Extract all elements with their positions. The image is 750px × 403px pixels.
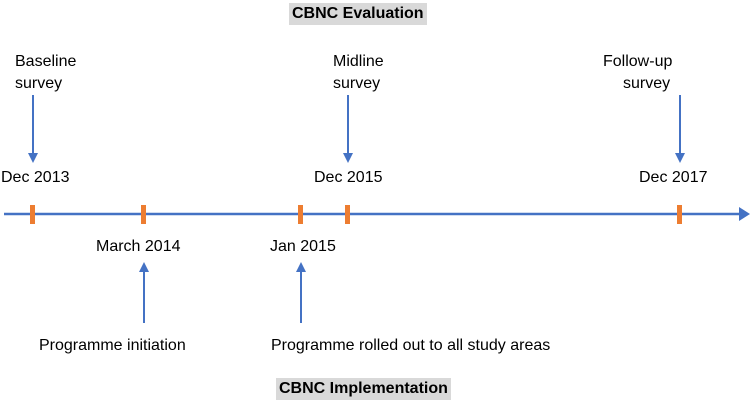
- tick-dec-2013: [30, 205, 35, 224]
- midline-label-line2: survey: [333, 75, 381, 92]
- tick-march-2014: [141, 205, 146, 224]
- implementation-title: CBNC Implementation: [276, 378, 451, 400]
- evaluation-title: CBNC Evaluation: [289, 3, 427, 25]
- tick-dec-2017: [677, 205, 682, 224]
- follow-up-date: Dec 2017: [639, 169, 708, 186]
- tick-jan-2015: [298, 205, 303, 224]
- programme-initiation-date: March 2014: [96, 238, 181, 255]
- tick-dec-2015: [345, 205, 350, 224]
- baseline-date: Dec 2013: [1, 169, 70, 186]
- timeline-axis-arrowhead: [739, 207, 750, 221]
- midline-label-line1: Midline: [333, 53, 384, 70]
- follow-up-label-line1: Follow-up: [603, 53, 673, 70]
- midline-date: Dec 2015: [314, 169, 383, 186]
- programme-initiation-label: Programme initiation: [39, 337, 186, 354]
- baseline-label-line2: survey: [15, 75, 63, 92]
- programme-rollout-date: Jan 2015: [270, 238, 336, 255]
- baseline-label-line1: Baseline: [15, 53, 77, 70]
- follow-up-label-line2: survey: [623, 75, 671, 92]
- programme-rollout-label: Programme rolled out to all study areas: [271, 337, 551, 354]
